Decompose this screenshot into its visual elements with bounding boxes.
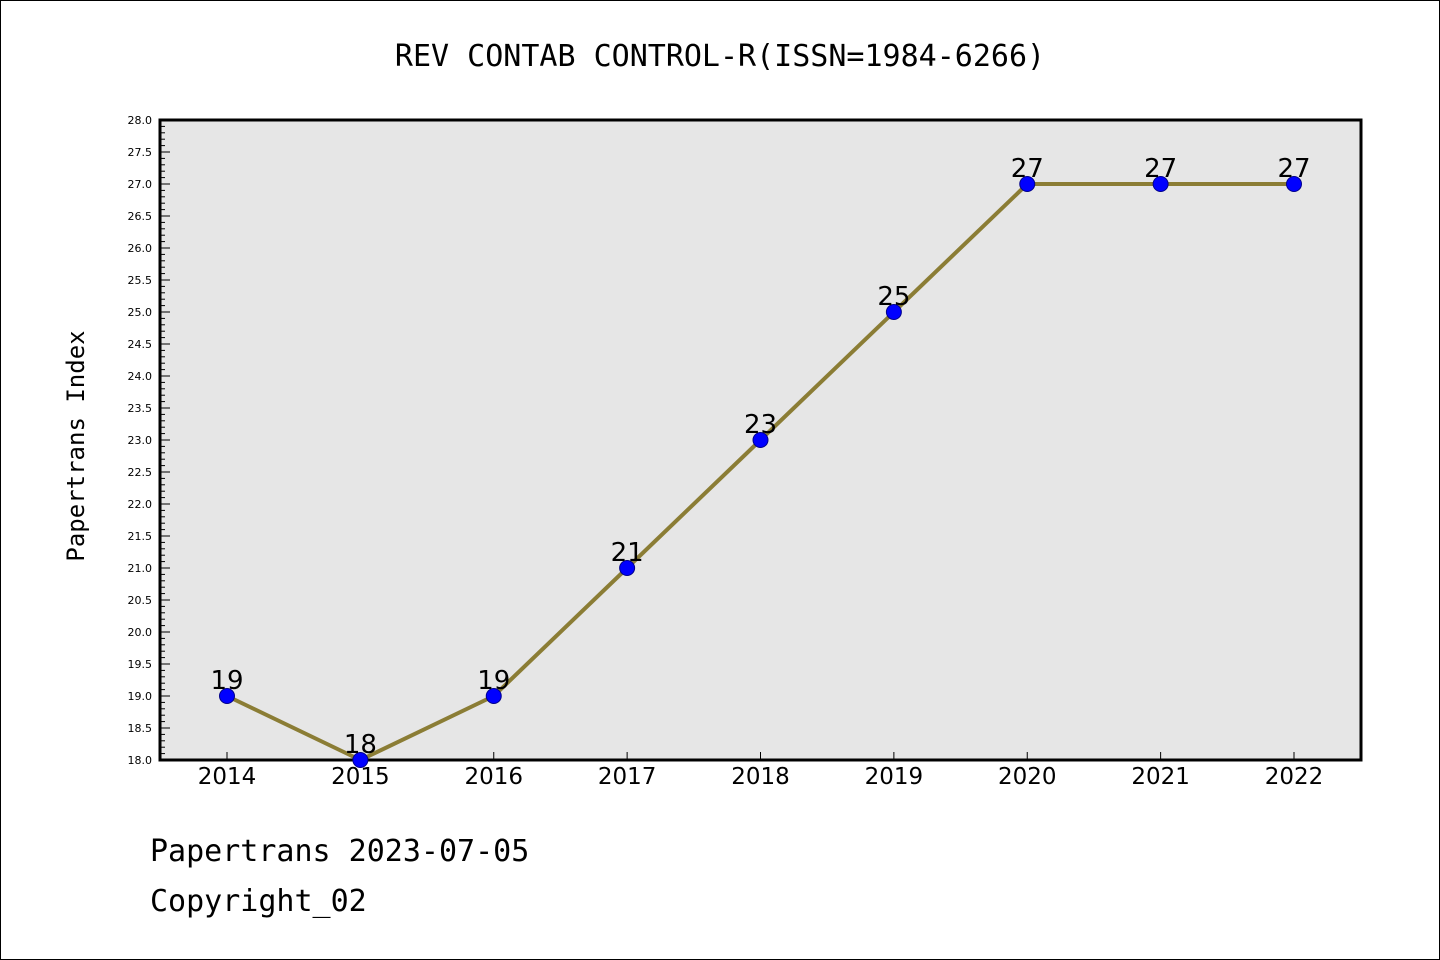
data-label-group: 19 18 19 21 23 25 27 27 27	[210, 154, 1310, 760]
x-tick-label: 2014	[198, 764, 257, 790]
x-tick-label: 2017	[598, 764, 657, 790]
data-point-marker	[485, 688, 502, 704]
y-tick-label: 26.0	[128, 242, 153, 255]
x-tick-label: 2022	[1265, 764, 1324, 790]
y-tick-label: 23.5	[128, 402, 153, 415]
y-tick-label: 24.5	[128, 338, 153, 351]
y-axis-ticks: 18.0 18.5 19.0 19.5 20.0 20.5 21.0 21.5 22.0 22.5…	[128, 114, 170, 767]
data-point-label: 21	[611, 538, 644, 568]
data-point-label: 27	[1144, 154, 1177, 184]
data-point-label: 27	[1011, 154, 1044, 184]
data-point-marker	[752, 432, 769, 448]
y-tick-label: 19.5	[128, 658, 153, 671]
y-tick-label: 21.0	[128, 562, 153, 575]
data-point-label: 19	[210, 666, 243, 696]
data-point-marker	[1152, 176, 1169, 192]
y-tick-label: 20.0	[128, 626, 153, 639]
x-tick-label: 2016	[464, 764, 523, 790]
y-tick-label: 27.5	[128, 146, 153, 159]
data-point-marker	[1019, 176, 1036, 192]
y-tick-label: 19.0	[128, 690, 153, 703]
data-point-marker	[619, 560, 636, 576]
y-tick-label: 22.0	[128, 498, 153, 511]
data-point-marker	[1286, 176, 1302, 192]
x-axis-ticks: 2014 2015 2016 2017 2018 2019 2020 2021 2022	[198, 752, 1324, 790]
data-point-label: 18	[344, 730, 377, 760]
footer-copyright: Copyright_02	[150, 884, 367, 919]
y-tick-label: 28.0	[128, 114, 153, 127]
x-tick-label: 2021	[1131, 764, 1190, 790]
x-tick-label: 2015	[331, 764, 390, 790]
y-tick-label: 23.0	[128, 434, 153, 447]
data-point-marker	[885, 304, 902, 320]
x-tick-label: 2019	[865, 764, 924, 790]
y-tick-label: 18.0	[128, 754, 153, 767]
data-point-marker	[219, 688, 235, 704]
y-tick-label: 24.0	[128, 370, 153, 383]
y-tick-label: 25.0	[128, 306, 153, 319]
x-tick-label: 2018	[731, 764, 790, 790]
y-tick-label: 27.0	[128, 178, 153, 191]
y-tick-label: 22.5	[128, 466, 153, 479]
data-point-label: 23	[744, 410, 777, 440]
data-point-label: 19	[477, 666, 510, 696]
y-axis-label: Papertrans Index	[62, 330, 90, 561]
y-tick-label: 26.5	[128, 210, 153, 223]
x-tick-label: 2020	[998, 764, 1057, 790]
y-tick-label: 25.5	[128, 274, 153, 287]
y-tick-label: 18.5	[128, 722, 153, 735]
y-tick-label: 20.5	[128, 594, 153, 607]
y-tick-label: 21.5	[128, 530, 153, 543]
footer-date: Papertrans 2023-07-05	[150, 834, 530, 869]
data-point-label: 27	[1277, 154, 1310, 184]
marker-group	[219, 176, 1302, 768]
data-point-label: 25	[877, 282, 910, 312]
data-point-marker	[352, 752, 369, 768]
chart-title: REV CONTAB CONTROL-R(ISSN=1984-6266)	[395, 39, 1045, 74]
